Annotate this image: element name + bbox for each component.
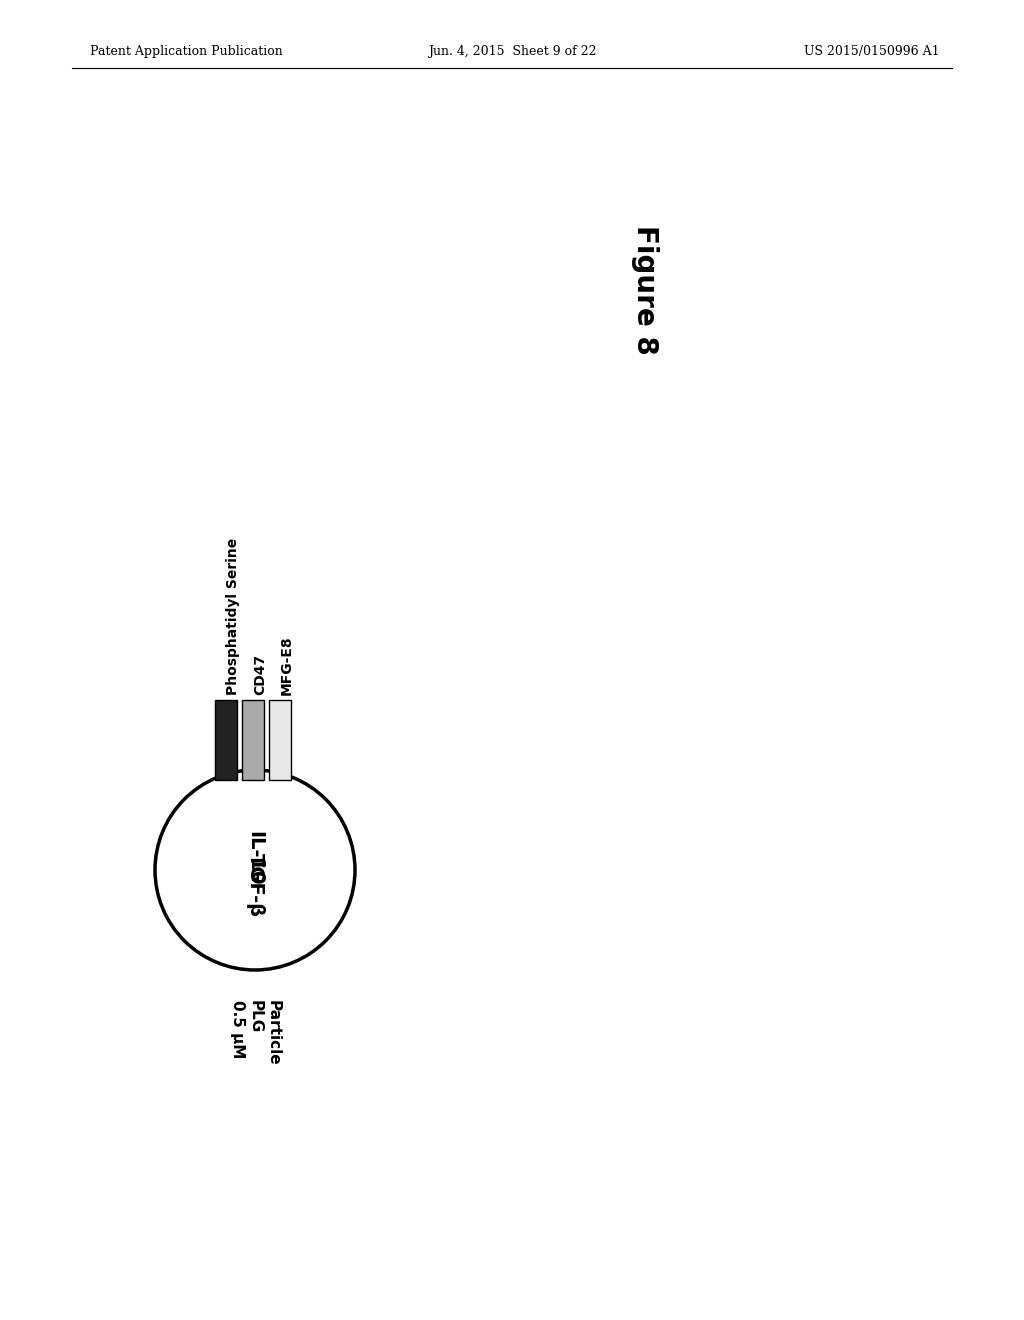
Bar xyxy=(215,700,237,780)
Text: Particle: Particle xyxy=(265,1001,281,1065)
Text: CD47: CD47 xyxy=(253,653,267,696)
Text: MFG-E8: MFG-E8 xyxy=(280,635,294,696)
Text: PLG: PLG xyxy=(248,1001,262,1034)
Text: Phosphatidyl Serine: Phosphatidyl Serine xyxy=(226,537,240,696)
Text: 0.5 μM: 0.5 μM xyxy=(229,1001,245,1059)
Text: US 2015/0150996 A1: US 2015/0150996 A1 xyxy=(805,45,940,58)
Bar xyxy=(269,700,291,780)
Text: TGF-β: TGF-β xyxy=(246,853,264,917)
Text: IL-10: IL-10 xyxy=(246,830,264,886)
Text: Jun. 4, 2015  Sheet 9 of 22: Jun. 4, 2015 Sheet 9 of 22 xyxy=(428,45,596,58)
Bar xyxy=(242,700,264,780)
Text: Patent Application Publication: Patent Application Publication xyxy=(90,45,283,58)
Text: Figure 8: Figure 8 xyxy=(631,226,659,355)
